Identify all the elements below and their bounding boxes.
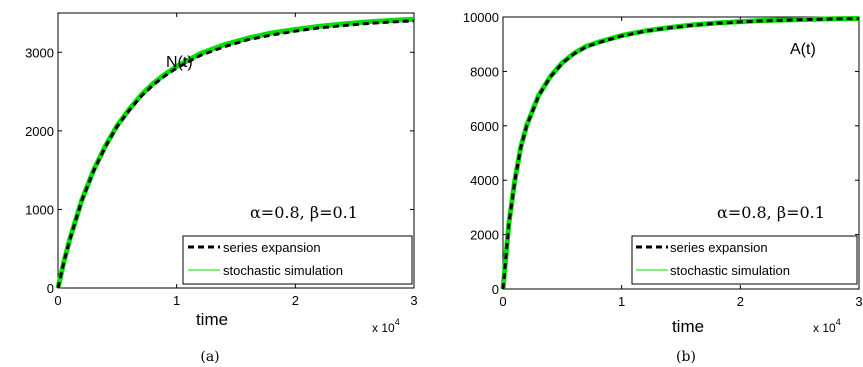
x-tick-label: 1 [173,293,180,308]
curve-annotation: N(t) [166,54,193,71]
legend-label-series-expansion: series expansion [223,240,321,255]
plot-lines [55,16,415,289]
panel-b: 0 1 2 3 0 2000 4000 6000 8000 10000 A(t) α=0.8, … [463,10,863,365]
parameters-label: α=0.8, β=0.1 [717,203,825,222]
x-multiplier-exponent: 4 [395,317,400,327]
x-tick-label: 3 [855,294,862,309]
curve-annotation: A(t) [790,41,816,58]
y-tick-label: 1000 [25,202,54,217]
y-tick-label: 0 [47,281,54,296]
legend: series expansion stochastic simulation [631,235,858,285]
x-multiplier-base: x 10 [813,321,836,335]
x-multiplier-base: x 10 [372,321,395,335]
y-axis: 0 2000 4000 6000 8000 10000 [463,10,859,297]
y-axis: 0 1000 2000 3000 [25,45,414,296]
parameters-label: α=0.8, β=0.1 [250,203,358,222]
y-tick-label: 4000 [470,173,499,188]
y-tick-label: 2000 [25,124,54,139]
plot-lines [500,16,860,290]
y-tick-label: 10000 [463,10,499,25]
x-axis-multiplier: x 104 [813,317,841,335]
legend: series expansion stochastic simulation [182,235,413,285]
legend-label-stochastic-simulation: stochastic simulation [670,263,790,278]
x-multiplier-exponent: 4 [836,317,841,327]
legend-label-series-expansion: series expansion [670,240,768,255]
y-tick-label: 2000 [470,228,499,243]
x-axis-label: time [196,310,228,329]
legend-label-stochastic-simulation: stochastic simulation [223,263,343,278]
x-axis-label: time [672,317,704,336]
x-tick-label: 3 [410,293,417,308]
x-tick-label: 2 [737,294,744,309]
x-tick-label: 0 [499,294,506,309]
x-axis-multiplier: x 104 [372,317,400,335]
x-tick-label: 2 [292,293,299,308]
panel-caption: (a) [200,349,219,365]
panel-a: 0 1 2 3 0 1000 2000 3000 N(t) α=0.8, β=0.1 ser… [25,12,418,365]
x-tick-label: 1 [618,294,625,309]
series-expansion-line [501,17,860,290]
y-tick-label: 8000 [470,64,499,79]
panel-caption: (b) [676,349,696,365]
y-tick-label: 0 [492,282,499,297]
y-tick-label: 6000 [470,119,499,134]
y-tick-label: 3000 [25,45,54,60]
legend-box [631,235,858,285]
x-tick-label: 0 [54,293,61,308]
legend-box [182,235,413,285]
